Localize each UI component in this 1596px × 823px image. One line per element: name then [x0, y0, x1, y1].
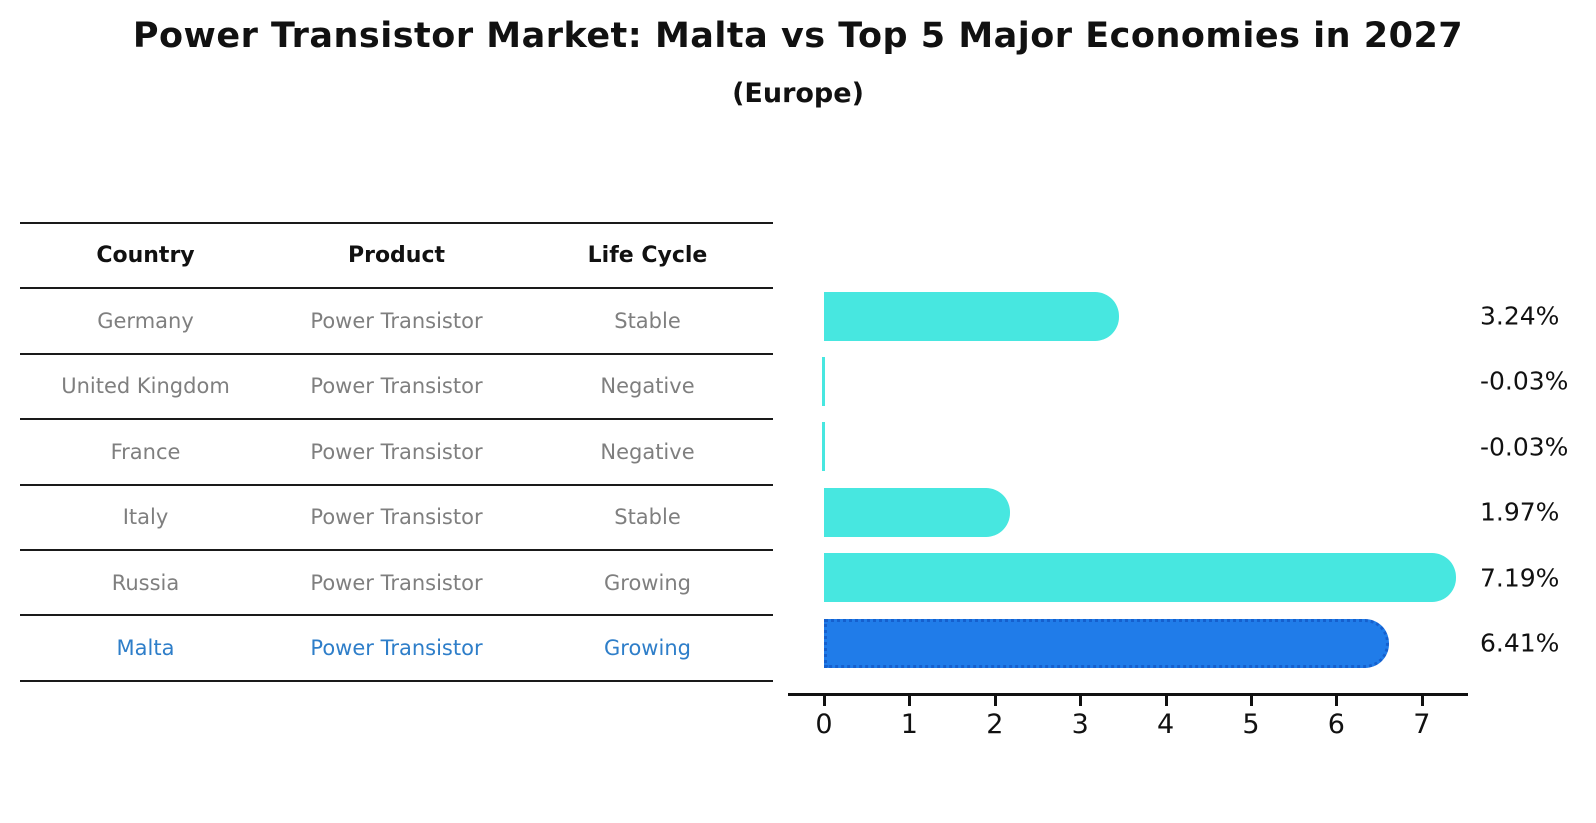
- x-tick-label-2: 2: [986, 709, 1004, 740]
- x-tick-4: [1164, 696, 1168, 706]
- chart-subtitle: (Europe): [732, 78, 864, 109]
- x-tick-2: [993, 696, 997, 706]
- bar-united-kingdom: [822, 356, 825, 406]
- bar-russia: [824, 553, 1457, 603]
- x-tick-1: [908, 696, 912, 706]
- bar-italy: [824, 487, 1011, 537]
- x-tick-0: [823, 696, 826, 706]
- value-label-malta: 6.41%: [1480, 628, 1560, 658]
- x-tick-6: [1335, 696, 1339, 706]
- x-tick-3: [1079, 696, 1083, 706]
- cell-country: United Kingdom: [61, 374, 230, 399]
- column-header-lifecycle: Life Cycle: [587, 243, 708, 269]
- cell-lifecycle: Stable: [614, 505, 681, 530]
- x-tick-label-6: 6: [1327, 709, 1345, 740]
- table-body: Germany Power Transistor Stable United King…: [20, 287, 773, 682]
- table-row-russia: Russia Power Transistor Growing: [20, 548, 773, 614]
- x-tick-label-5: 5: [1242, 709, 1260, 740]
- table-row-malta: Malta Power Transistor Growing: [20, 614, 773, 682]
- x-tick-label-7: 7: [1413, 709, 1431, 740]
- cell-product: Power Transistor: [310, 374, 483, 399]
- table-header-row: Country Product Life Cycle: [20, 222, 773, 287]
- table-row-united-kingdom: United Kingdom Power Transistor Negative: [20, 352, 773, 418]
- country-table: Country Product Life Cycle Germany Power …: [20, 222, 773, 682]
- cell-lifecycle: Negative: [600, 439, 695, 464]
- x-tick-7: [1420, 696, 1424, 706]
- cell-lifecycle: Growing: [604, 636, 691, 661]
- table-row-italy: Italy Power Transistor Stable: [20, 483, 773, 549]
- cell-lifecycle: Stable: [614, 309, 681, 334]
- cell-country: Russia: [111, 570, 180, 595]
- x-axis-line: [788, 693, 1468, 696]
- table-row-germany: Germany Power Transistor Stable: [20, 287, 773, 352]
- x-tick-label-3: 3: [1071, 709, 1089, 740]
- bar-malta: [824, 618, 1390, 668]
- column-header-product: Product: [347, 243, 446, 269]
- cell-country: Italy: [122, 505, 169, 530]
- cell-product: Power Transistor: [310, 636, 483, 661]
- cell-lifecycle: Growing: [604, 570, 691, 595]
- cell-lifecycle: Negative: [600, 374, 695, 399]
- cell-country: France: [110, 439, 181, 464]
- bar-germany: [824, 291, 1119, 341]
- cell-country: Germany: [97, 309, 194, 334]
- column-header-country: Country: [96, 243, 195, 269]
- value-label-united-kingdom: -0.03%: [1480, 366, 1569, 396]
- cell-country: Malta: [116, 636, 175, 661]
- value-label-russia: 7.19%: [1480, 563, 1560, 593]
- value-label-germany: 3.24%: [1480, 301, 1560, 331]
- cell-product: Power Transistor: [310, 309, 483, 334]
- x-tick-label-1: 1: [900, 709, 918, 740]
- x-tick-label-0: 0: [815, 709, 833, 740]
- x-tick-5: [1250, 696, 1253, 706]
- table-row-france: France Power Transistor Negative: [20, 418, 773, 483]
- bar-france: [822, 422, 825, 472]
- cell-product: Power Transistor: [310, 439, 483, 464]
- cell-product: Power Transistor: [310, 505, 483, 530]
- chart-title: Power Transistor Market: Malta vs Top 5 …: [132, 16, 1464, 56]
- value-label-france: -0.03%: [1480, 432, 1569, 462]
- x-tick-label-4: 4: [1157, 709, 1175, 740]
- cell-product: Power Transistor: [310, 570, 483, 595]
- value-label-italy: 1.97%: [1480, 497, 1560, 527]
